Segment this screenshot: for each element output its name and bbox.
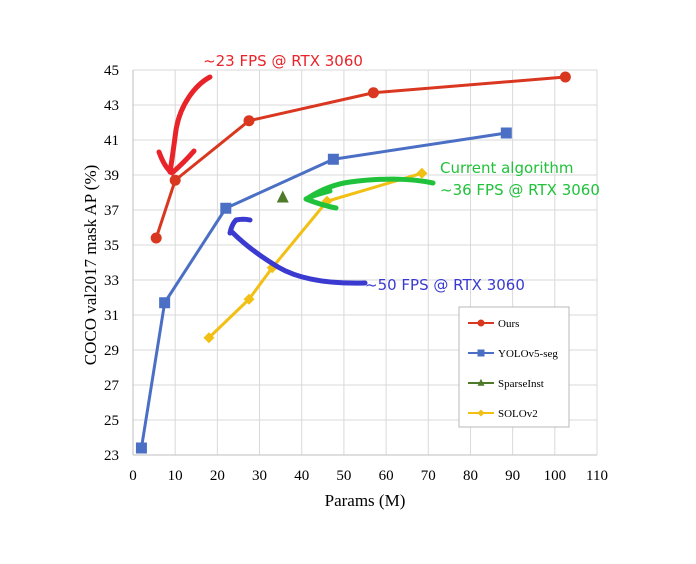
data-point-sparseinst [276,190,289,203]
y-tick-label: 33 [104,273,119,289]
legend-box [458,306,570,428]
x-tick-label: 60 [379,468,394,484]
x-tick-label: 70 [421,468,436,484]
data-point-yolov5-seg [327,153,339,165]
series-yolov5-seg [135,127,512,454]
series-line-solov2 [207,171,423,339]
legend: Ours YOLOv5-seg SparseInst SOLOv2 [458,306,570,428]
data-point-ours [150,232,162,244]
data-point-solov2 [416,167,428,179]
blue-arrow-icon [227,216,368,286]
annotation-current-algorithm: Current algorithm [440,159,574,177]
x-tick-label: 50 [336,468,351,484]
legend-items: Ours YOLOv5-seg SparseInst SOLOv2 [468,318,558,420]
green-arrow-icon [303,176,436,211]
x-tick-label: 90 [505,468,520,484]
series-sparseinst [276,190,289,203]
x-axis-title: Params (M) [325,491,406,510]
x-tick-label: 40 [294,468,309,484]
data-point-yolov5-seg [500,127,512,139]
legend-label-solov2: SOLOv2 [498,408,538,420]
x-tick-label: 110 [586,468,608,484]
x-tick-label: 80 [463,468,478,484]
data-point-ours [243,115,255,127]
y-tick-label: 37 [104,203,120,219]
y-tick-label: 43 [104,98,119,114]
legend-label-ours: Ours [498,318,519,330]
legend-marker-solov2 [477,409,485,417]
data-point-yolov5-seg [159,297,171,309]
data-point-ours [559,71,571,83]
tick-labels: 0 10 20 30 40 50 60 70 80 90 100 110 23 25 27 29 31 33 35 3… [104,63,608,484]
data-point-solov2 [243,293,255,305]
annotation-red-fps: ~23 FPS @ RTX 3060 [203,52,363,70]
y-tick-label: 41 [104,133,119,149]
legend-label-sparseinst: SparseInst [498,378,544,390]
data-point-ours [367,87,379,99]
data-point-ours [169,174,181,186]
axes [132,70,597,456]
annotation-blue-fps: ~50 FPS @ RTX 3060 [365,276,525,294]
y-axis-title: COCO val2017 mask AP (%) [81,165,100,366]
x-tick-label: 10 [168,468,183,484]
legend-label-yolov5-seg: YOLOv5-seg [498,348,558,360]
annotation-arrows [156,74,436,286]
data-point-yolov5-seg [135,442,147,454]
x-tick-label: 0 [129,468,137,484]
series-group [135,71,571,454]
y-tick-label: 31 [104,308,119,324]
annotation-green-fps: ~36 FPS @ RTX 3060 [440,181,600,199]
data-point-solov2 [203,332,215,344]
legend-marker-sparseinst [477,378,485,386]
y-tick-label: 39 [104,168,119,184]
y-tick-label: 45 [104,63,119,79]
data-point-yolov5-seg [220,202,232,214]
x-tick-label: 100 [544,468,567,484]
y-tick-label: 23 [104,448,119,464]
y-tick-label: 35 [104,238,119,254]
red-arrow-icon [156,74,213,176]
legend-marker-yolov5-seg [477,349,485,357]
x-tick-label: 30 [252,468,267,484]
y-tick-label: 29 [104,343,119,359]
x-tick-label: 20 [210,468,225,484]
y-tick-label: 27 [104,378,120,394]
legend-marker-ours [477,319,485,327]
series-ours [150,71,571,244]
y-tick-label: 25 [104,413,119,429]
